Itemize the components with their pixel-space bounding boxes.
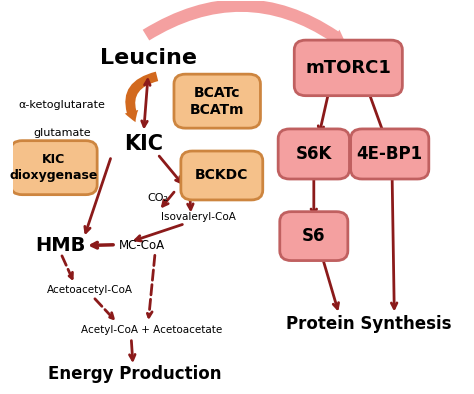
FancyBboxPatch shape <box>280 212 348 260</box>
Text: BCKDC: BCKDC <box>195 169 248 182</box>
FancyBboxPatch shape <box>181 151 263 200</box>
Text: Acetyl-CoA + Acetoacetate: Acetyl-CoA + Acetoacetate <box>81 325 222 335</box>
FancyBboxPatch shape <box>174 74 260 128</box>
Text: α-ketoglutarate: α-ketoglutarate <box>18 100 105 110</box>
FancyBboxPatch shape <box>351 129 429 179</box>
Text: MC-CoA: MC-CoA <box>119 240 165 253</box>
Text: Protein Synthesis: Protein Synthesis <box>286 315 452 333</box>
FancyBboxPatch shape <box>11 141 97 195</box>
Text: HMB: HMB <box>36 236 86 255</box>
Text: mTORC1: mTORC1 <box>305 59 391 77</box>
Text: Leucine: Leucine <box>100 48 197 68</box>
FancyArrowPatch shape <box>143 0 346 45</box>
Text: BCATc
BCATm: BCATc BCATm <box>190 85 245 117</box>
Text: KIC
dioxygenase: KIC dioxygenase <box>10 153 98 182</box>
Text: glutamate: glutamate <box>33 128 91 138</box>
Text: S6K: S6K <box>296 145 332 163</box>
FancyBboxPatch shape <box>278 129 349 179</box>
Text: Energy Production: Energy Production <box>48 365 221 383</box>
Text: CO₂: CO₂ <box>147 193 168 203</box>
Text: 4E-BP1: 4E-BP1 <box>356 145 423 163</box>
FancyBboxPatch shape <box>294 40 402 96</box>
Text: S6: S6 <box>302 227 326 245</box>
Text: KIC: KIC <box>124 134 163 154</box>
Text: Acetoacetyl-CoA: Acetoacetyl-CoA <box>47 285 133 295</box>
FancyArrowPatch shape <box>125 72 158 122</box>
Text: Isovaleryl-CoA: Isovaleryl-CoA <box>161 212 236 222</box>
